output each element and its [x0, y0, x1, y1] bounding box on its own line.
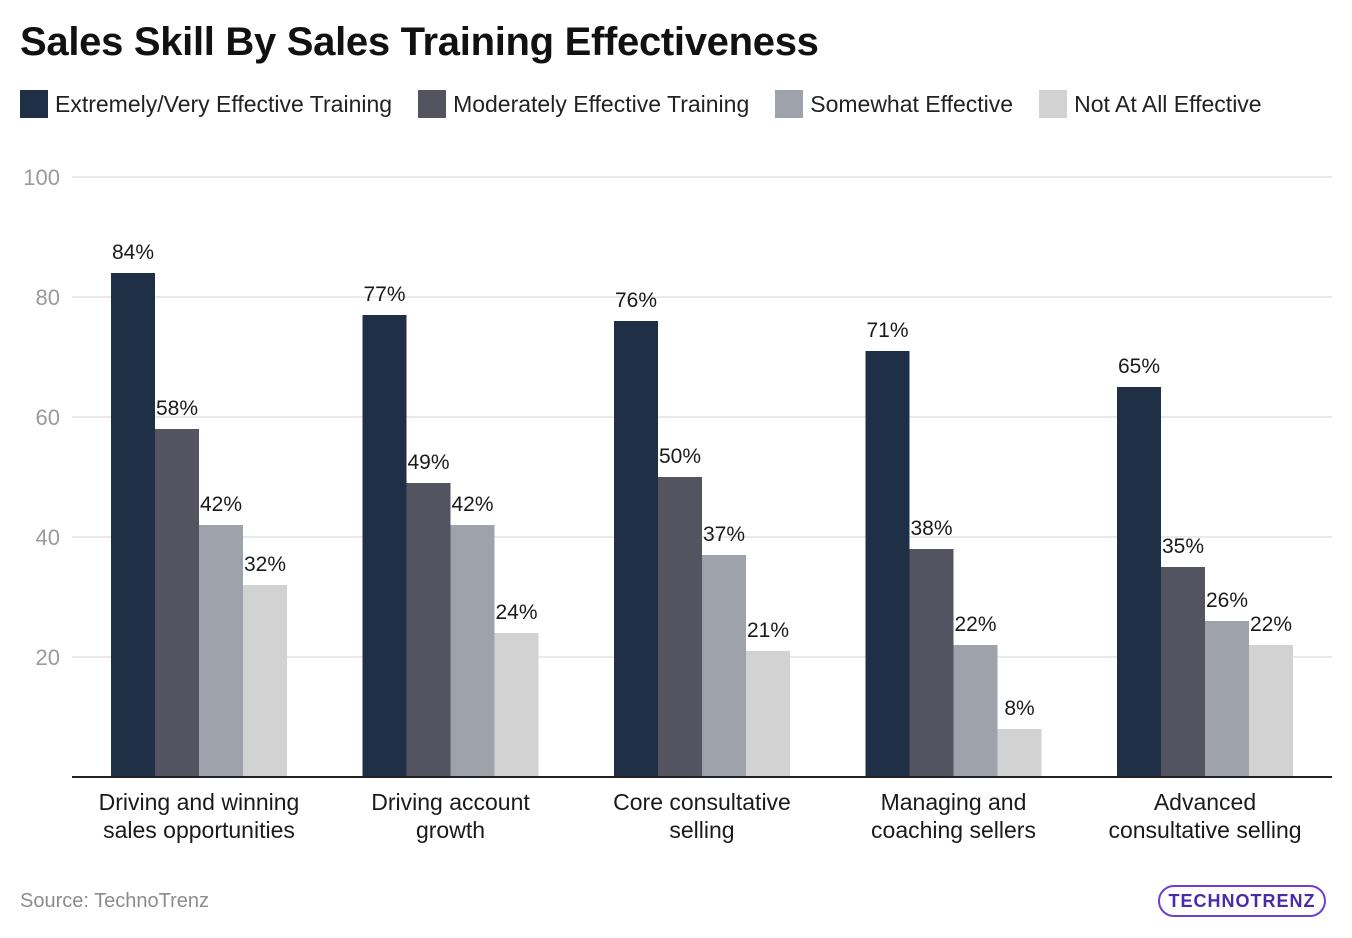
x-tick-label: coaching sellers — [871, 817, 1036, 843]
data-label: 77% — [363, 283, 405, 306]
bar-chart: 20 40 60 80 100 84% 77% 76% 71% 65% 58% 49% 50% 38% 35… — [23, 165, 1332, 843]
bar — [658, 477, 702, 777]
bar — [450, 525, 495, 777]
legend-swatch — [418, 90, 447, 118]
technotrenz-logo: TECHNOTRENZ — [1158, 885, 1326, 917]
data-label: 42% — [451, 493, 493, 516]
bar — [494, 633, 539, 777]
bar — [909, 549, 954, 777]
bar — [199, 525, 243, 777]
legend-label: Somewhat Effective — [810, 90, 1014, 117]
x-tick-label: sales opportunities — [103, 817, 295, 843]
x-tick-label: growth — [416, 817, 485, 843]
x-tick-label: Core consultative — [613, 789, 791, 815]
data-label: 76% — [615, 289, 657, 312]
bar — [953, 645, 998, 777]
bar — [746, 651, 790, 777]
source-note: Source: TechnoTrenz — [20, 890, 209, 912]
data-label: 38% — [910, 517, 952, 540]
data-label: 58% — [156, 397, 198, 420]
bar — [406, 483, 451, 777]
legend: Extremely/Very Effective Training Modera… — [20, 90, 1288, 118]
data-label: 24% — [495, 601, 537, 624]
data-label: 32% — [244, 553, 286, 576]
legend-swatch — [20, 90, 48, 118]
bar — [362, 315, 407, 777]
brand-text: TECHNOTRENZ — [1168, 890, 1316, 911]
x-tick-label: Driving and winning — [99, 789, 300, 815]
data-label: 26% — [1206, 589, 1248, 612]
bar — [1249, 645, 1293, 777]
bar — [614, 321, 658, 777]
bar — [997, 729, 1042, 777]
y-tick-label: 100 — [23, 165, 60, 190]
y-tick-label: 80 — [36, 285, 60, 310]
legend-swatch — [775, 90, 804, 118]
x-tick-label: consultative selling — [1108, 817, 1301, 843]
bar — [1117, 387, 1161, 777]
legend-label: Extremely/Very Effective Training — [55, 90, 393, 117]
x-tick-label: Managing and — [881, 789, 1027, 815]
data-label: 50% — [659, 445, 701, 468]
bar — [1205, 621, 1249, 777]
data-label: 84% — [112, 241, 154, 264]
y-tick-label: 40 — [36, 525, 60, 550]
data-label: 42% — [200, 493, 242, 516]
legend-item-not-at-all-effective: Not At All Effective — [1039, 90, 1262, 118]
chart-title: Sales Skill By Sales Training Effectiven… — [20, 20, 819, 64]
bar — [243, 585, 287, 777]
bar — [1161, 567, 1205, 777]
y-tick-label: 60 — [36, 405, 60, 430]
legend-label: Not At All Effective — [1074, 90, 1262, 117]
bar — [865, 351, 910, 777]
data-label: 8% — [1004, 697, 1034, 720]
data-label: 22% — [954, 613, 996, 636]
data-label: 21% — [747, 619, 789, 642]
data-label: 49% — [407, 451, 449, 474]
data-label: 22% — [1250, 613, 1292, 636]
legend-item-moderately-effective: Moderately Effective Training — [418, 90, 749, 118]
data-label: 65% — [1118, 355, 1160, 378]
y-tick-label: 20 — [36, 645, 60, 670]
legend-item-extremely-very-effective: Extremely/Very Effective Training — [20, 90, 392, 118]
legend-swatch — [1039, 90, 1068, 118]
data-label: 37% — [703, 523, 745, 546]
bar — [155, 429, 199, 777]
bar — [702, 555, 746, 777]
x-tick-label: Driving account — [371, 789, 530, 815]
x-tick-label: Advanced — [1154, 789, 1256, 815]
legend-label: Moderately Effective Training — [453, 90, 750, 117]
data-label: 71% — [866, 319, 908, 342]
x-tick-label: selling — [669, 817, 734, 843]
bar — [111, 273, 155, 777]
legend-item-somewhat-effective: Somewhat Effective — [775, 90, 1013, 118]
data-label: 35% — [1162, 535, 1204, 558]
